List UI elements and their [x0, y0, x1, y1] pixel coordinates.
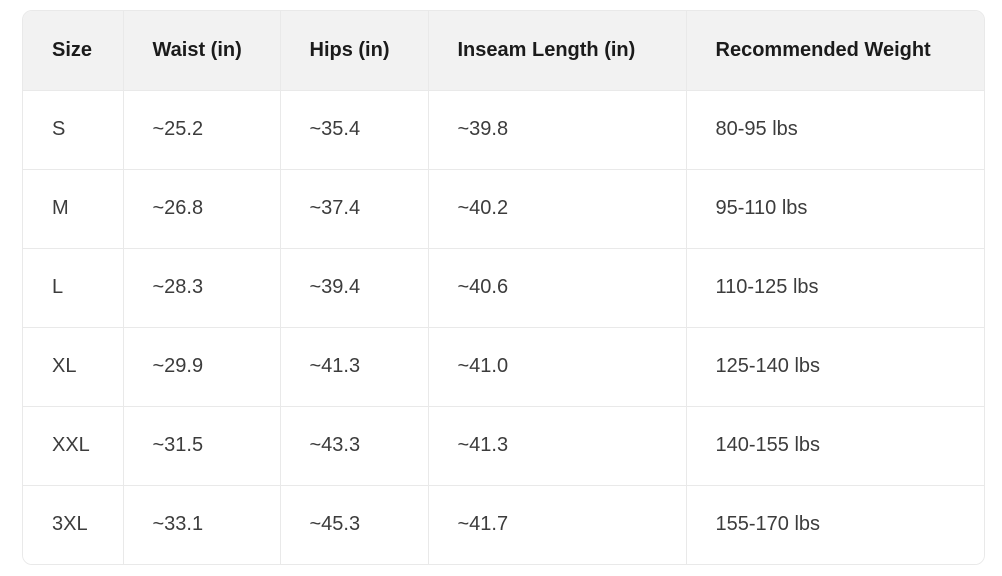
cell-size: 3XL [23, 484, 123, 564]
cell-hips: ~39.4 [279, 247, 428, 327]
column-header-waist: Waist (in) [122, 11, 280, 90]
cell-hips: ~41.3 [279, 326, 428, 406]
table-row-xl: XL ~29.9 ~41.3 ~41.0 125-140 lbs [23, 326, 984, 406]
cell-weight: 155-170 lbs [685, 484, 984, 564]
cell-waist: ~33.1 [122, 484, 280, 564]
cell-waist: ~25.2 [122, 89, 280, 169]
cell-inseam: ~39.8 [427, 89, 686, 169]
size-chart-table-container: Size Waist (in) Hips (in) Inseam Length … [22, 10, 985, 565]
cell-hips: ~45.3 [279, 484, 428, 564]
cell-size: L [23, 247, 123, 327]
cell-weight: 110-125 lbs [685, 247, 984, 327]
table-row-xxl: XXL ~31.5 ~43.3 ~41.3 140-155 lbs [23, 405, 984, 485]
table-row-s: S ~25.2 ~35.4 ~39.8 80-95 lbs [23, 89, 984, 169]
cell-inseam: ~41.0 [427, 326, 686, 406]
column-header-size: Size [23, 11, 123, 90]
cell-waist: ~28.3 [122, 247, 280, 327]
cell-inseam: ~41.3 [427, 405, 686, 485]
cell-hips: ~43.3 [279, 405, 428, 485]
cell-size: XL [23, 326, 123, 406]
cell-weight: 140-155 lbs [685, 405, 984, 485]
cell-inseam: ~40.2 [427, 168, 686, 248]
cell-size: M [23, 168, 123, 248]
cell-inseam: ~41.7 [427, 484, 686, 564]
table-body: S ~25.2 ~35.4 ~39.8 80-95 lbs M ~26.8 ~3… [23, 89, 984, 564]
cell-waist: ~26.8 [122, 168, 280, 248]
cell-weight: 95-110 lbs [685, 168, 984, 248]
cell-inseam: ~40.6 [427, 247, 686, 327]
column-header-inseam: Inseam Length (in) [427, 11, 686, 90]
column-header-weight: Recommended Weight [685, 11, 984, 90]
cell-waist: ~29.9 [122, 326, 280, 406]
size-chart-table: Size Waist (in) Hips (in) Inseam Length … [23, 11, 984, 564]
column-header-hips: Hips (in) [279, 11, 428, 90]
cell-hips: ~37.4 [279, 168, 428, 248]
cell-waist: ~31.5 [122, 405, 280, 485]
table-row-m: M ~26.8 ~37.4 ~40.2 95-110 lbs [23, 168, 984, 248]
cell-weight: 80-95 lbs [685, 89, 984, 169]
cell-size: S [23, 89, 123, 169]
cell-size: XXL [23, 405, 123, 485]
table-row-l: L ~28.3 ~39.4 ~40.6 110-125 lbs [23, 247, 984, 327]
cell-weight: 125-140 lbs [685, 326, 984, 406]
header-row: Size Waist (in) Hips (in) Inseam Length … [23, 11, 984, 90]
table-header: Size Waist (in) Hips (in) Inseam Length … [23, 11, 984, 90]
table-row-3xl: 3XL ~33.1 ~45.3 ~41.7 155-170 lbs [23, 484, 984, 564]
cell-hips: ~35.4 [279, 89, 428, 169]
